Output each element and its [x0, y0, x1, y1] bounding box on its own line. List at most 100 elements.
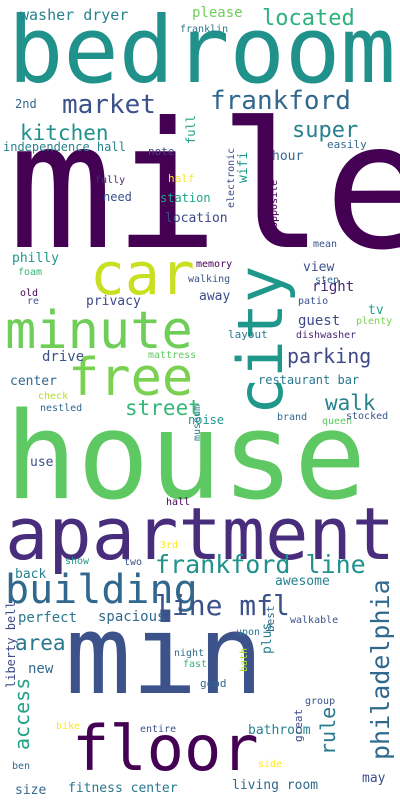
word-75: two — [124, 557, 143, 568]
word-12: line mfl — [155, 589, 290, 622]
word-25: washer dryer — [20, 6, 129, 24]
word-15: frankford — [210, 86, 351, 116]
word-89: group — [305, 696, 336, 707]
word-14: market — [62, 90, 156, 120]
word-76: back — [15, 567, 47, 582]
word-41: mean — [313, 239, 338, 250]
word-71: museum — [192, 404, 203, 441]
word-21: walk — [325, 391, 376, 415]
word-78: perfect — [18, 610, 78, 626]
word-17: kitchen — [20, 121, 109, 145]
word-68: brand — [277, 412, 308, 423]
word-4: apartment — [5, 492, 396, 576]
word-95: ben — [12, 761, 31, 772]
word-39: need — [103, 190, 132, 204]
word-6: minute — [5, 301, 193, 361]
word-94: great — [292, 708, 305, 742]
word-92: entire — [140, 724, 177, 735]
word-54: patio — [298, 296, 329, 307]
word-20: street — [125, 396, 201, 420]
word-57: guest — [298, 313, 341, 329]
word-36: half — [168, 172, 195, 185]
word-73: 3rd — [160, 540, 179, 551]
word-79: spacious — [98, 609, 166, 625]
word-48: old — [20, 288, 39, 299]
word-23: access — [10, 677, 34, 750]
word-32: easily — [327, 138, 367, 151]
word-52: re — [27, 296, 40, 307]
word-82: walkable — [290, 615, 339, 626]
word-60: drive — [42, 349, 85, 365]
word-59: dishwasher — [296, 330, 357, 341]
word-35: fully — [95, 175, 126, 186]
word-19: parking — [287, 344, 372, 368]
word-88: good — [200, 677, 227, 690]
word-58: layout — [228, 328, 268, 341]
word-47: step — [315, 275, 340, 286]
word-34: hour — [272, 149, 304, 164]
word-51: away — [199, 289, 231, 304]
word-27: franklin — [180, 24, 229, 35]
word-9: floor — [72, 712, 259, 785]
word-38: opposite — [269, 179, 280, 228]
word-87: bath — [239, 647, 250, 672]
word-22: area — [15, 631, 66, 655]
word-11: frankford line — [155, 550, 366, 579]
word-3: min — [65, 591, 264, 719]
word-85: fast — [183, 659, 208, 670]
word-53: privacy — [86, 294, 141, 309]
word-93: bathroom — [248, 723, 311, 738]
word-86: plus — [260, 622, 275, 654]
word-97: living room — [232, 778, 319, 793]
word-66: noise — [188, 413, 225, 427]
word-30: independence hall — [3, 140, 126, 154]
word-56: plenty — [356, 316, 393, 327]
word-69: stocked — [346, 411, 389, 422]
word-49: walking — [188, 274, 231, 285]
word-99: size — [15, 783, 47, 798]
word-77: awesome — [275, 574, 330, 589]
word-31: note — [148, 145, 175, 158]
word-63: restaurant bar — [258, 373, 360, 387]
word-43: philly — [12, 251, 59, 266]
word-83: new — [28, 661, 54, 677]
word-1: mile — [8, 86, 400, 289]
word-96: side — [258, 759, 283, 770]
word-33: wifi — [236, 151, 251, 183]
word-13: philadelphia — [366, 579, 395, 760]
word-37: electronic — [226, 147, 237, 208]
word-84: night — [174, 648, 205, 659]
word-0: bedroom — [8, 0, 396, 104]
word-72: hall — [166, 497, 191, 508]
word-29: full — [184, 115, 198, 144]
word-100: fitness center — [68, 781, 178, 796]
word-2: house — [5, 388, 367, 527]
word-24: rule — [316, 706, 340, 755]
word-40: station — [160, 191, 211, 205]
word-64: check — [38, 391, 69, 402]
word-91: bike — [56, 721, 81, 732]
word-18: super — [292, 118, 359, 143]
word-5: car — [90, 240, 195, 308]
word-44: memory — [196, 259, 233, 270]
word-55: tv — [368, 303, 384, 318]
word-7: free — [68, 348, 194, 408]
word-67: queen — [322, 416, 353, 427]
word-74: show — [65, 556, 90, 567]
word-46: foam — [18, 267, 43, 278]
word-90: liberty bell — [4, 601, 18, 688]
word-45: view — [303, 260, 335, 275]
word-10: building — [5, 567, 198, 613]
word-98: may — [362, 771, 386, 786]
word-62: center — [10, 374, 57, 389]
word-28: 2nd — [15, 97, 37, 111]
word-42: location — [165, 211, 228, 226]
word-65: nestled — [40, 403, 83, 414]
word-50: right — [312, 279, 355, 295]
word-61: mattress — [148, 350, 197, 361]
word-81: upon — [236, 627, 261, 638]
word-26: please — [192, 5, 243, 21]
word-16: located — [262, 6, 355, 31]
word-70: use — [30, 455, 54, 470]
